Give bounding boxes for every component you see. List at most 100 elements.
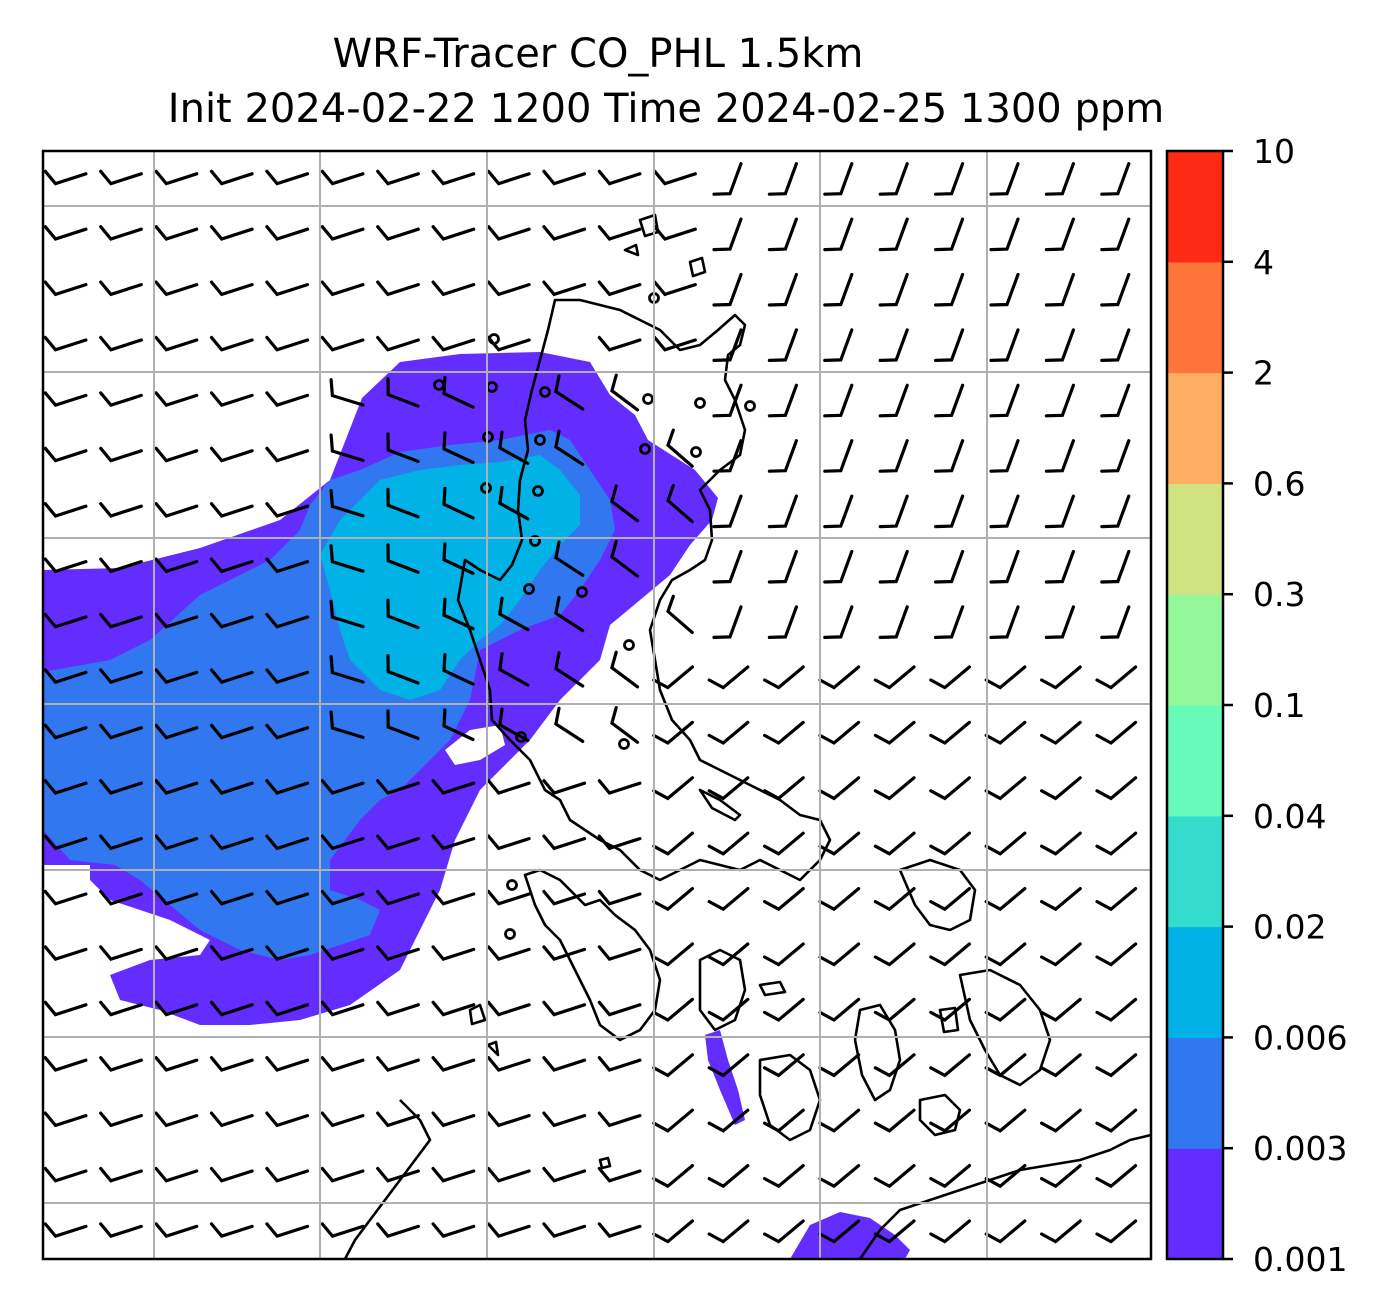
- wind-barb: [707, 720, 750, 745]
- wind-barb: [989, 383, 1020, 418]
- wind-barb: [929, 887, 971, 912]
- calm-marker: [523, 583, 535, 595]
- wind-barb: [597, 280, 642, 297]
- wind-barb: [823, 494, 854, 529]
- wind-barb: [43, 391, 88, 408]
- wind-barb: [209, 1000, 254, 1017]
- colorbar-segment: [1167, 1148, 1223, 1260]
- wind-barb: [767, 605, 798, 639]
- wind-barb: [666, 428, 694, 468]
- wind-barb: [1044, 605, 1075, 639]
- wind-barb: [542, 280, 587, 297]
- wind-barb: [99, 668, 143, 685]
- wind-barb: [597, 1056, 642, 1072]
- wind-barb: [767, 439, 798, 473]
- wind-barb: [43, 169, 88, 186]
- coastline-islet-s1: [598, 1156, 612, 1170]
- wind-barb: [320, 1056, 365, 1072]
- wind-barb: [823, 439, 854, 473]
- wind-barb: [154, 557, 199, 574]
- wind-barb: [873, 1053, 916, 1078]
- wind-barb: [818, 887, 861, 912]
- wind-barb: [329, 378, 365, 407]
- wind-barb: [386, 487, 420, 519]
- wind-barb: [873, 887, 916, 912]
- wind-barb: [597, 779, 642, 795]
- wind-barb: [209, 280, 254, 297]
- wind-barb: [1095, 942, 1138, 967]
- calm-marker: [618, 738, 630, 750]
- colorbar-segment: [1167, 815, 1223, 928]
- wind-barb: [597, 1166, 642, 1183]
- wind-barb: [99, 945, 143, 962]
- wind-barb: [984, 997, 1027, 1022]
- wind-barb: [934, 439, 965, 473]
- wind-barb: [767, 272, 798, 307]
- wind-barb: [209, 169, 254, 186]
- coastline-mindanao-north: [858, 1133, 1151, 1259]
- coastline-cebu: [853, 1003, 902, 1102]
- wind-barb: [486, 225, 531, 241]
- wind-barb: [554, 374, 585, 411]
- map-panel: [41, 149, 1153, 1261]
- wind-barb: [154, 169, 199, 186]
- wind-barb: [99, 834, 143, 851]
- wind-barb: [386, 598, 420, 630]
- wind-barb: [1095, 831, 1138, 856]
- wind-barb: [707, 1108, 750, 1133]
- wind-barb: [652, 942, 694, 967]
- wind-barb: [431, 335, 476, 352]
- wind-barb: [767, 383, 798, 418]
- wind-barb: [818, 1164, 861, 1189]
- wind-barb: [1095, 776, 1138, 801]
- calm-marker: [433, 379, 445, 391]
- wind-barb: [431, 889, 476, 906]
- coastline-leyte: [958, 968, 1052, 1087]
- wind-barb: [329, 599, 365, 629]
- colorbar-tick-label: 0.04: [1253, 797, 1326, 836]
- wind-barb: [442, 597, 475, 631]
- wind-barb: [498, 707, 530, 743]
- wind-barb: [154, 502, 199, 518]
- wind-barb: [653, 169, 697, 186]
- wind-barb: [376, 889, 420, 906]
- wind-barb: [597, 1111, 642, 1128]
- wind-barb: [376, 945, 420, 962]
- wind-barb: [1095, 1053, 1138, 1078]
- wind-barb: [99, 446, 143, 463]
- wind-barb: [1095, 665, 1138, 690]
- chart-title: WRF-Tracer CO_PHL 1.5km: [333, 31, 864, 77]
- coastline-palawan-north: [343, 1099, 432, 1259]
- wind-barb: [929, 776, 971, 801]
- calm-marker: [532, 485, 544, 497]
- wind-barb: [652, 997, 694, 1022]
- wind-barb: [209, 723, 254, 740]
- wind-barb: [329, 710, 365, 739]
- wind-barb: [878, 494, 909, 529]
- wind-barb: [265, 779, 310, 795]
- coastline-luzon-north: [456, 298, 832, 882]
- wind-barb: [154, 1111, 199, 1128]
- wind-barb: [1040, 1108, 1082, 1133]
- wind-barb: [209, 889, 254, 906]
- wind-barb: [376, 1111, 420, 1128]
- wind-barb: [43, 1056, 88, 1072]
- colorbar-tick-label: 2: [1253, 354, 1274, 393]
- colorbar-segment: [1167, 926, 1223, 1038]
- wind-barb: [1100, 605, 1131, 639]
- wind-barb: [554, 706, 585, 743]
- wind-barb: [652, 776, 694, 801]
- wind-barb: [442, 708, 475, 742]
- wind-barb: [929, 1053, 971, 1078]
- wind-barb: [984, 831, 1027, 856]
- wind-barb: [554, 595, 585, 633]
- wind-barb: [209, 612, 254, 629]
- wind-barb: [989, 272, 1020, 307]
- wind-barb: [929, 720, 971, 745]
- wind-barb: [209, 945, 254, 962]
- wind-barb: [154, 335, 199, 352]
- wind-barb: [712, 272, 743, 307]
- wind-barb: [878, 272, 909, 307]
- tracer-plume: [43, 352, 910, 1259]
- wind-barb: [431, 945, 476, 962]
